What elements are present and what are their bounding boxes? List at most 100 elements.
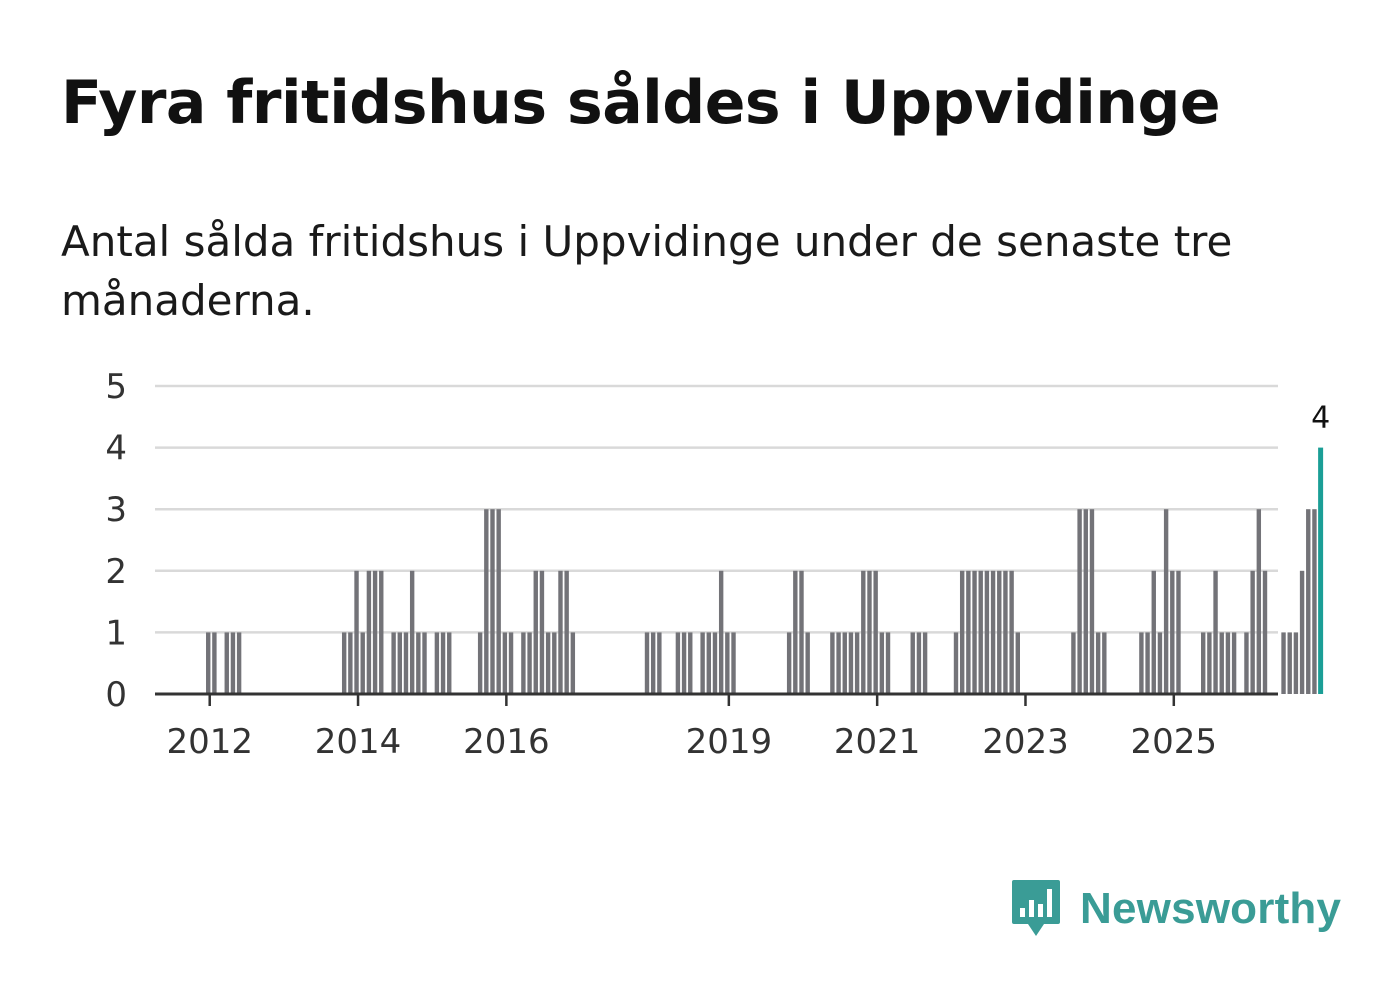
bar xyxy=(848,632,854,694)
bar xyxy=(416,632,421,694)
bar xyxy=(861,570,866,694)
bar xyxy=(564,570,569,694)
last-value-label: 4 xyxy=(1311,401,1330,436)
bar xyxy=(1170,570,1175,694)
bar xyxy=(484,509,489,694)
bar xyxy=(1231,632,1237,694)
bar xyxy=(212,632,217,694)
x-tick-label: 2021 xyxy=(834,722,921,762)
bar xyxy=(984,570,990,694)
bar xyxy=(1281,632,1286,694)
y-tick-label: 3 xyxy=(105,490,127,530)
x-tick-label: 2014 xyxy=(315,722,402,762)
bar xyxy=(805,632,810,694)
bar xyxy=(836,632,841,694)
bar xyxy=(725,632,730,694)
bar xyxy=(997,570,1002,694)
bar xyxy=(978,570,983,694)
y-tick-label: 1 xyxy=(105,613,127,653)
bar xyxy=(1299,570,1305,694)
bar xyxy=(422,632,427,694)
bar xyxy=(1312,509,1317,694)
bar xyxy=(1207,632,1212,694)
bar xyxy=(972,570,977,694)
bar xyxy=(1306,509,1311,694)
newsworthy-logo-icon xyxy=(1012,880,1060,936)
bar xyxy=(1287,632,1292,694)
bar xyxy=(657,632,662,694)
bar xyxy=(842,632,847,694)
bar xyxy=(490,509,495,694)
x-tick-label: 2025 xyxy=(1131,722,1218,762)
bar xyxy=(1213,570,1218,694)
bar xyxy=(379,570,384,694)
bar xyxy=(366,570,372,694)
bar xyxy=(496,509,501,694)
bar xyxy=(854,632,860,694)
bar xyxy=(341,632,347,694)
bar xyxy=(434,632,440,694)
bar xyxy=(910,632,915,694)
bar-highlighted xyxy=(1318,447,1324,694)
bar xyxy=(1201,632,1206,694)
bar xyxy=(397,632,402,694)
bar xyxy=(502,632,508,694)
gridlines xyxy=(155,384,1278,634)
bar xyxy=(447,632,452,694)
bar xyxy=(409,570,415,694)
chart-subtitle: Antal sålda fritidshus i Uppvidinge unde… xyxy=(61,217,1233,325)
bar xyxy=(1225,632,1231,694)
bar xyxy=(718,570,724,694)
bar xyxy=(508,632,514,694)
bar xyxy=(953,632,959,694)
bar xyxy=(830,632,835,694)
x-axis-ticks: 2012 2014 2016 2019 2021 2023 2025 xyxy=(166,694,1217,762)
y-tick-label: 5 xyxy=(105,367,127,407)
bar xyxy=(230,632,236,694)
bars xyxy=(206,447,1324,694)
bar xyxy=(521,632,526,694)
bar xyxy=(348,632,353,694)
bar xyxy=(477,632,483,694)
bar xyxy=(867,570,872,694)
bar xyxy=(959,570,965,694)
bar xyxy=(1157,632,1163,694)
bar xyxy=(966,570,971,694)
bar xyxy=(786,632,792,694)
bar xyxy=(1139,632,1144,694)
y-tick-label: 0 xyxy=(105,675,127,715)
newsworthy-logo[interactable]: Newsworthy xyxy=(1010,878,1341,940)
bar xyxy=(403,632,409,694)
bar xyxy=(570,632,576,694)
bar xyxy=(793,570,798,694)
bar xyxy=(1015,632,1020,694)
bar xyxy=(1262,570,1268,694)
bar-chart: 0 1 2 3 4 5 2012 2014 2016 2019 2021 2023 2025 4 xyxy=(105,367,1330,762)
bar xyxy=(1077,509,1082,694)
bar xyxy=(1089,509,1095,694)
x-tick-label: 2016 xyxy=(463,722,550,762)
bar xyxy=(675,632,681,694)
bar xyxy=(644,632,650,694)
bar xyxy=(650,632,656,694)
bar xyxy=(533,570,538,694)
bar xyxy=(885,632,891,694)
bar xyxy=(1071,632,1076,694)
bar xyxy=(1003,570,1008,694)
y-tick-label: 4 xyxy=(105,429,127,469)
bar xyxy=(206,632,211,694)
bar xyxy=(372,570,378,694)
bar xyxy=(527,632,532,694)
bar xyxy=(1244,632,1249,694)
x-tick-label: 2023 xyxy=(982,722,1069,762)
bar xyxy=(224,632,229,694)
bar xyxy=(545,632,551,694)
bar xyxy=(879,632,885,694)
bar xyxy=(799,570,804,694)
bar xyxy=(1009,570,1014,694)
bar xyxy=(539,570,545,694)
bar xyxy=(990,570,996,694)
bar xyxy=(1151,570,1156,694)
x-tick-label: 2012 xyxy=(166,722,253,762)
bar xyxy=(873,570,878,694)
